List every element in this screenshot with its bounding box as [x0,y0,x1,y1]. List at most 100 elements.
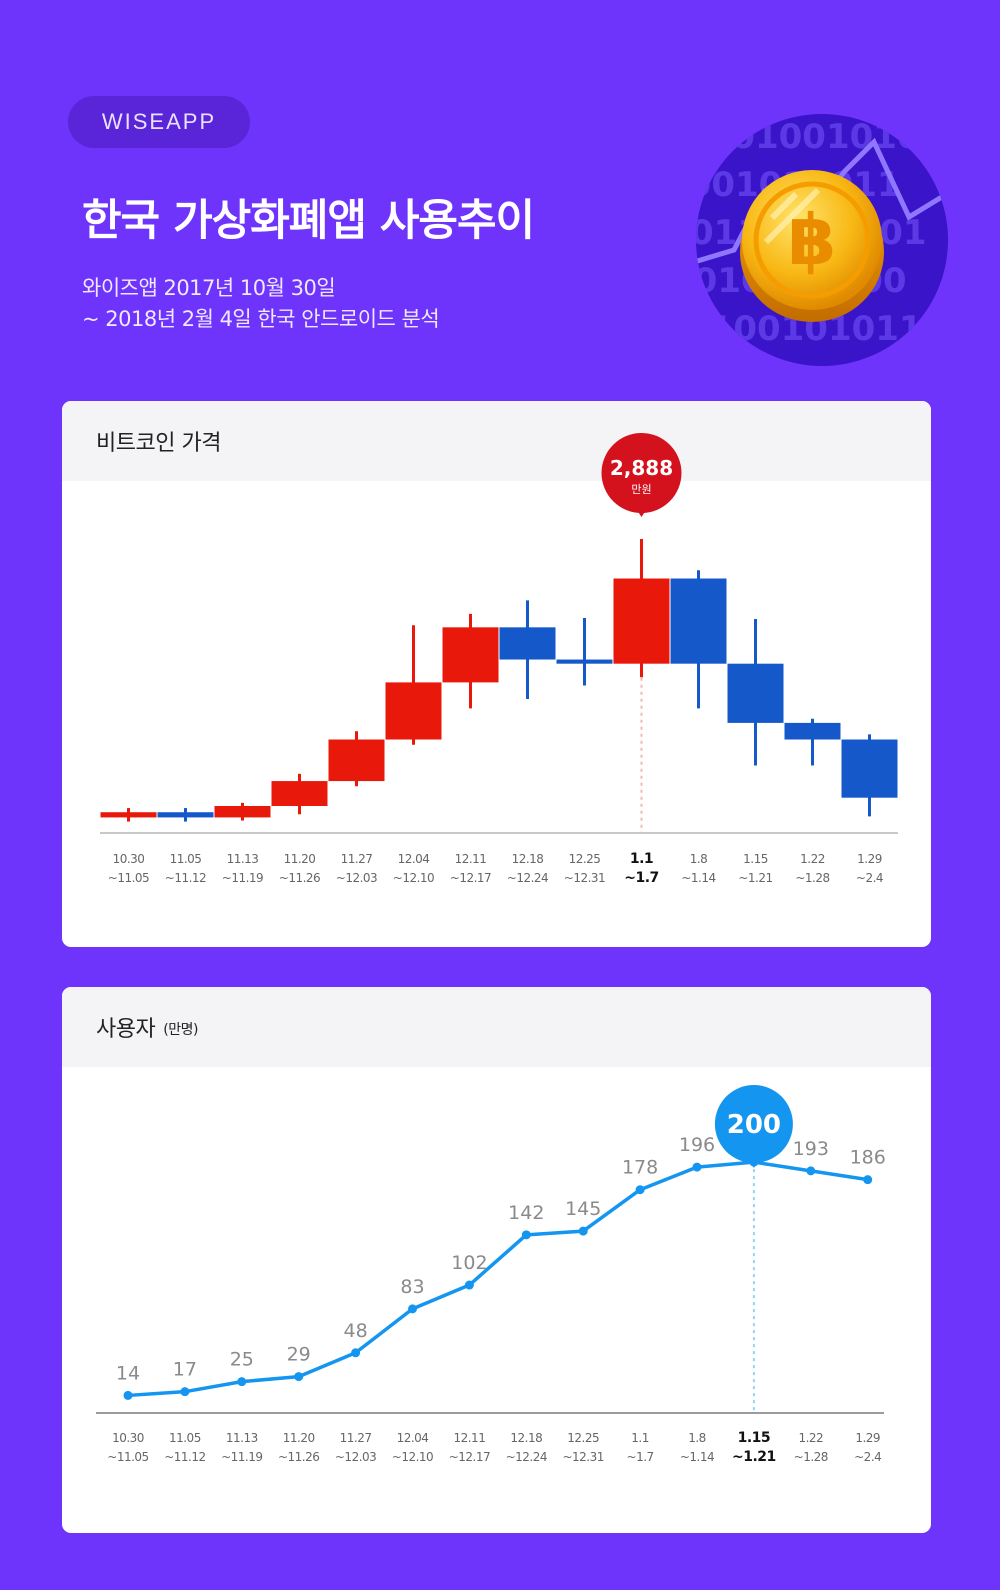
users-data-label: 48 [344,1320,368,1342]
candle-body [499,627,556,660]
x-tick-label: ~12.10 [392,1450,433,1464]
users-data-label: 14 [116,1362,140,1384]
x-tick-label: ~1.21 [738,871,772,885]
users-series-line [127,1160,868,1398]
bitcoin-price-card: 비트코인 가격 10.30 ~11.05 11.05 ~11.12 11.13 ~11.1… [62,401,931,947]
users-point [351,1348,361,1358]
x-tick-label: 12.11 [455,852,487,866]
x-tick-label: 11.20 [284,852,316,866]
x-tick-label: ~11.12 [165,871,206,885]
candle-body [328,739,385,782]
page-subtitle-line1: 와이즈앱 2017년 10월 30일 [82,276,336,300]
svg-text:0101001010: 0101001010 [694,117,921,157]
bitcoin-price-chart: 10.30 ~11.05 11.05 ~11.12 11.13 ~11.19 11.20 ~1… [100,433,898,886]
x-tick-label: ~12.10 [393,871,434,885]
candle-body [157,812,214,818]
x-tick-label: ~12.03 [336,871,377,885]
x-tick-label: 1.15 [743,852,768,866]
x-tick-label: ~2.4 [854,1450,881,1464]
users-point [863,1175,873,1185]
svg-text:฿: ฿ [788,199,837,281]
x-tick-label: ~1.7 [627,1450,654,1464]
x-tick-label: ~12.17 [449,1450,490,1464]
candle-body [784,722,841,740]
peak-price-value: 2,888 [610,456,673,480]
x-tick-label: ~12.31 [562,1450,603,1464]
x-tick-label: ~12.24 [506,1450,547,1464]
users-point [294,1372,304,1382]
x-tick-label: ~1.7 [624,870,659,886]
candle-body [613,578,670,664]
x-tick-label: 11.20 [283,1431,315,1445]
users-data-label: 145 [565,1198,601,1220]
x-tick-label: ~1.28 [795,871,829,885]
x-tick-label: 10.30 [112,1431,144,1445]
x-tick-label: ~11.05 [108,871,149,885]
users-card-header: 사용자 (만명) [62,987,931,1067]
x-tick-label: ~11.26 [278,1450,319,1464]
x-tick-label: 12.25 [567,1431,599,1445]
users-point [692,1162,702,1172]
x-tick-label: 1.29 [855,1431,880,1445]
users-data-label: 142 [508,1202,544,1224]
users-data-label: 196 [679,1134,715,1156]
x-tick-label: ~12.03 [335,1450,376,1464]
users-data-label: 178 [622,1157,658,1179]
users-peak-bubble: 200 [714,1085,793,1168]
price-card-header: 비트코인 가격 [62,401,931,481]
x-tick-label: 12.04 [397,1431,429,1445]
x-tick-label: 11.13 [227,852,259,866]
x-tick-label: 10.30 [113,852,145,866]
x-tick-label: 1.15 [738,1430,771,1446]
page-subtitle-line2: ~ 2018년 2월 4일 한국 안드로이드 분석 [82,307,440,331]
price-card-title: 비트코인 가격 [96,431,221,456]
users-point [806,1166,816,1176]
x-tick-label: ~11.05 [107,1450,148,1464]
candle-body [841,739,898,798]
users-data-label: 193 [793,1138,829,1160]
x-tick-label: 1.8 [690,852,708,866]
page-title: 한국 가상화폐앱 사용추이 [82,196,535,246]
users-data-label: 25 [230,1349,254,1371]
x-tick-label: 11.27 [341,852,373,866]
x-tick-label: ~1.14 [681,871,715,885]
users-data-label: 186 [850,1147,886,1169]
x-tick-label: ~2.4 [856,871,883,885]
users-point [408,1304,417,1314]
x-tick-label: ~11.26 [279,871,320,885]
candle-body [442,627,499,683]
bitcoin-coin-icon: 0101001010 1001010011 0110100101 1010011… [694,112,950,368]
candle-body [556,659,613,664]
users-line-chart: 14 17 25 29 48 83 102 142 145 178 196 193 186 10.30 ~1… [96,1085,886,1465]
x-tick-label: 12.11 [453,1431,485,1445]
users-point [180,1387,190,1397]
users-data-label: 17 [173,1359,197,1381]
users-card-unit: (만명) [163,1022,198,1038]
price-peak-bubble: 2,888 만원 [601,433,682,517]
candle-body [670,578,727,664]
x-tick-label: ~11.19 [221,1450,262,1464]
users-point [578,1226,588,1236]
x-tick-label: ~1.28 [794,1450,828,1464]
x-tick-label: 1.1 [631,1431,649,1445]
users-point [464,1280,474,1290]
users-data-label: 29 [287,1344,311,1366]
x-tick-label: 1.29 [857,852,882,866]
users-data-label: 102 [451,1252,487,1274]
x-tick-label: 1.1 [630,851,653,867]
x-tick-label: 12.18 [510,1431,542,1445]
x-tick-label: 11.27 [340,1431,372,1445]
x-tick-label: 11.05 [169,1431,201,1445]
x-tick-label: 1.8 [688,1431,706,1445]
candle-body [100,812,157,818]
users-point [521,1230,531,1240]
users-point [237,1377,247,1387]
candle-body [214,805,271,818]
x-tick-label: 12.25 [569,852,601,866]
x-tick-label: ~12.24 [507,871,548,885]
peak-users-value: 200 [727,1110,781,1140]
users-card-title: 사용자 [96,1017,156,1042]
candle-body [385,682,442,740]
peak-price-unit: 만원 [631,483,651,496]
wiseapp-badge: WISEAPP [68,96,250,148]
